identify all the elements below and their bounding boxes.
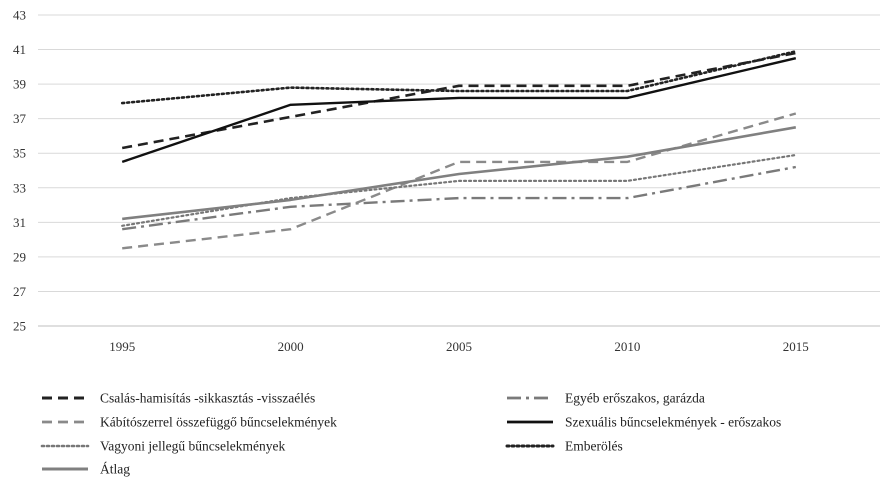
x-tick-label: 2015	[783, 339, 809, 354]
legend-item: Szexuális bűncselekmények - erőszakos	[507, 415, 781, 430]
x-tick-label: 2005	[446, 339, 472, 354]
series-line	[122, 165, 797, 231]
series-lines	[120, 49, 798, 250]
series-line	[122, 126, 797, 221]
legend-label: Kábítószerrel összefüggő bűncselekmények	[100, 415, 337, 430]
grid-lines	[38, 14, 880, 292]
x-tick-label: 2000	[278, 339, 304, 354]
series-line	[121, 51, 797, 150]
y-tick-label: 35	[13, 146, 26, 161]
y-tick-label: 33	[13, 180, 26, 195]
legend-label: Szexuális bűncselekmények - erőszakos	[565, 415, 781, 430]
y-tick-label: 43	[13, 8, 26, 23]
legend-label: Egyéb erőszakos, garázda	[565, 391, 705, 406]
legend-label: Átlag	[100, 462, 130, 477]
y-axis-tick-labels: 25 27 29 31 33 35 37 39 41 43	[13, 8, 27, 334]
y-tick-label: 39	[13, 77, 26, 92]
legend-item: Emberölés	[505, 439, 623, 454]
legend: Csalás-hamisítás -sikkasztás -visszaélés…	[40, 391, 781, 477]
legend-item: Kábítószerrel összefüggő bűncselekmények	[42, 415, 337, 430]
x-tick-label: 1995	[109, 339, 135, 354]
legend-label: Emberölés	[565, 439, 623, 454]
y-tick-label: 41	[13, 42, 26, 57]
series-line	[120, 49, 798, 105]
y-tick-label: 25	[13, 319, 26, 334]
x-tick-label: 2010	[614, 339, 640, 354]
y-tick-label: 29	[13, 249, 26, 264]
y-tick-label: 31	[13, 215, 26, 230]
y-tick-label: 27	[13, 284, 27, 299]
legend-label: Vagyoni jellegű bűncselekmények	[100, 439, 285, 454]
y-tick-label: 37	[13, 111, 27, 126]
legend-item: Csalás-hamisítás -sikkasztás -visszaélés	[42, 391, 315, 406]
series-line	[121, 57, 797, 164]
legend-item: Vagyoni jellegű bűncselekmények	[40, 439, 285, 454]
series-line	[121, 153, 797, 227]
legend-item: Egyéb erőszakos, garázda	[507, 391, 705, 406]
x-axis-tick-labels: 1995 2000 2005 2010 2015	[109, 339, 809, 354]
legend-item: Átlag	[42, 462, 130, 477]
legend-label: Csalás-hamisítás -sikkasztás -visszaélés	[100, 391, 315, 406]
